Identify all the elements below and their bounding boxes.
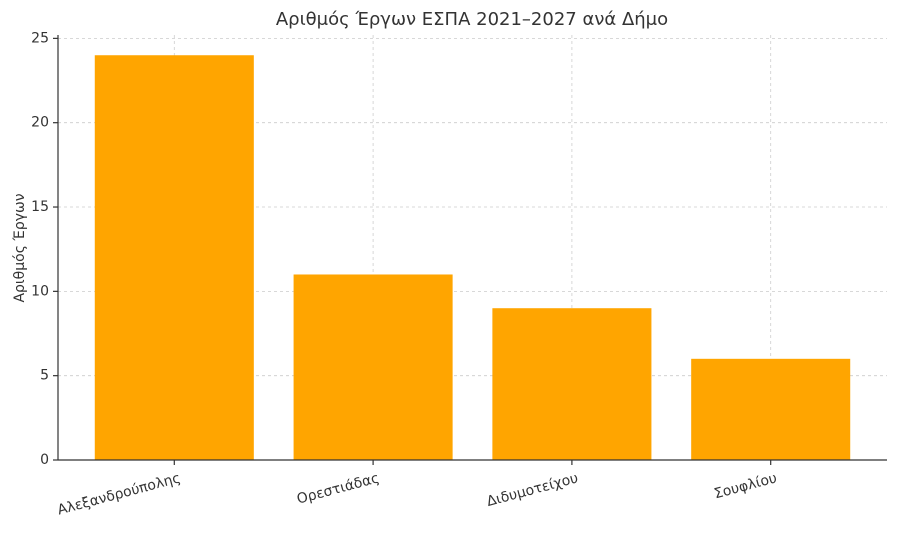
- y-tick-label: 0: [40, 452, 49, 468]
- x-tick-label: Αλεξανδρούπολης: [56, 470, 183, 518]
- y-axis-label: Αριθμός Έργων: [12, 193, 28, 302]
- bar: [691, 358, 851, 460]
- bar: [293, 274, 453, 460]
- x-tick-label: Σουφλίου: [712, 470, 778, 502]
- y-tick-label: 15: [31, 199, 49, 215]
- bar: [94, 55, 254, 460]
- x-tick-label: Ορεστιάδας: [295, 470, 381, 507]
- bar: [492, 308, 652, 460]
- y-tick-label: 25: [31, 30, 49, 46]
- x-tick-label: Διδυμοτείχου: [485, 470, 580, 510]
- y-tick-label: 10: [31, 283, 49, 299]
- y-tick-label: 20: [31, 115, 49, 131]
- y-tick-label: 5: [40, 368, 49, 384]
- chart-title: Αριθμός Έργων ΕΣΠΑ 2021–2027 ανά Δήμο: [276, 9, 668, 30]
